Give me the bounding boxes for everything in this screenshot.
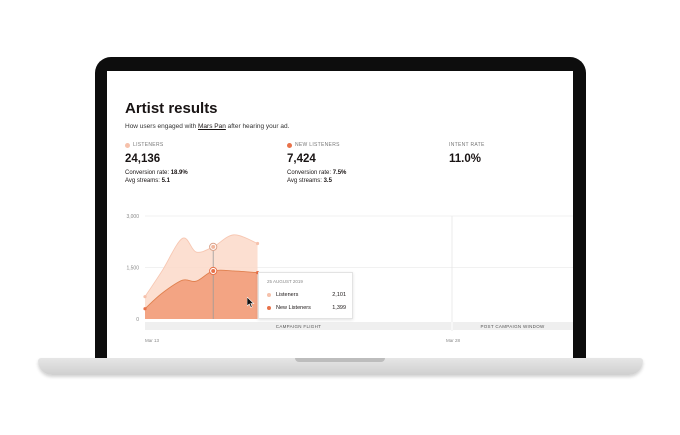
- x-tick-label: Mar 13: [145, 338, 160, 343]
- metric-intent-rate: INTENT RATE 11.0%: [449, 142, 485, 165]
- metric-label-text: INTENT RATE: [449, 142, 485, 148]
- subtitle-post: after hearing your ad.: [225, 123, 290, 130]
- tooltip-row-label: New Listeners: [276, 305, 311, 311]
- band-label-post-campaign: POST CAMPAIGN WINDOW: [480, 324, 545, 329]
- area-chart[interactable]: 3,000 1,500 0 CAMPAIGN FLIGHT POST CAMPAIGN …: [107, 71, 573, 358]
- metric-value: 24,136: [125, 153, 161, 165]
- streams-label: Avg streams:: [125, 178, 160, 184]
- streams-value: 3.5: [323, 178, 332, 184]
- hover-marker-inner: [211, 268, 216, 273]
- page-subtitle: How users engaged with Mars Pan after he…: [125, 123, 289, 130]
- y-tick-label: 3,000: [126, 214, 139, 220]
- metric-label: INTENT RATE: [449, 142, 485, 148]
- laptop-base: [38, 358, 643, 375]
- listeners-dot-icon: [125, 142, 130, 148]
- tooltip-row-label: Listeners: [276, 292, 299, 298]
- series-area-new-listeners: [145, 270, 258, 319]
- metric-label-text: LISTENERS: [133, 142, 164, 148]
- series-start-marker: [143, 307, 147, 311]
- metric-label: NEW LISTENERS: [287, 142, 346, 148]
- conversion-value: 7.5%: [332, 170, 347, 176]
- tooltip-row-new-listeners: New Listeners 1,399: [267, 305, 346, 311]
- hover-marker-inner: [211, 244, 216, 249]
- tooltip-row-listeners: Listeners 2,101: [267, 292, 346, 298]
- artist-link[interactable]: Mars Pan: [198, 123, 226, 130]
- conversion-value: 18.9%: [170, 170, 188, 176]
- conversion-label: Conversion rate:: [287, 170, 332, 176]
- page-title: Artist results: [125, 100, 218, 117]
- metric-label-text: NEW LISTENERS: [295, 142, 340, 148]
- mouse-pointer-icon: [247, 297, 255, 308]
- new-listeners-dot-icon: [267, 306, 271, 310]
- laptop-screen: Artist results How users engaged with Ma…: [107, 71, 573, 358]
- chart-tooltip: 25 AUGUST 2019 Listeners 2,101 New Liste…: [258, 272, 353, 319]
- metric-detail: Conversion rate: 18.9% Avg streams: 5.1: [125, 169, 188, 185]
- metric-value: 7,424: [287, 153, 316, 165]
- listeners-dot-icon: [267, 293, 271, 297]
- campaign-band: [145, 322, 573, 330]
- y-tick-label: 0: [136, 317, 139, 323]
- series-line-new-listeners: [144, 269, 258, 310]
- metric-value: 11.0%: [449, 153, 481, 165]
- subtitle-pre: How users engaged with: [125, 123, 198, 130]
- conversion-label: Conversion rate:: [125, 170, 170, 176]
- series-end-marker: [255, 241, 260, 246]
- series-start-marker: [143, 295, 147, 299]
- x-tick-label: Mar 28: [446, 338, 461, 343]
- metric-new-listeners: NEW LISTENERS 7,424 Conversion rate: 7.5…: [287, 142, 346, 185]
- band-label-campaign: CAMPAIGN FLIGHT: [276, 324, 321, 329]
- new-listeners-dot-icon: [287, 142, 292, 148]
- metric-label: LISTENERS: [125, 142, 188, 148]
- tooltip-date: 25 AUGUST 2019: [267, 279, 303, 284]
- y-tick-label: 1,500: [126, 266, 139, 272]
- metric-detail: Conversion rate: 7.5% Avg streams: 3.5: [287, 169, 346, 185]
- series-line-listeners: [144, 234, 258, 297]
- tooltip-row-value: 2,101: [332, 292, 346, 298]
- tooltip-row-value: 1,399: [332, 305, 346, 311]
- streams-label: Avg streams:: [287, 178, 322, 184]
- laptop-notch: [295, 358, 385, 362]
- metric-listeners: LISTENERS 24,136 Conversion rate: 18.9% …: [125, 142, 188, 185]
- streams-value: 5.1: [161, 178, 170, 184]
